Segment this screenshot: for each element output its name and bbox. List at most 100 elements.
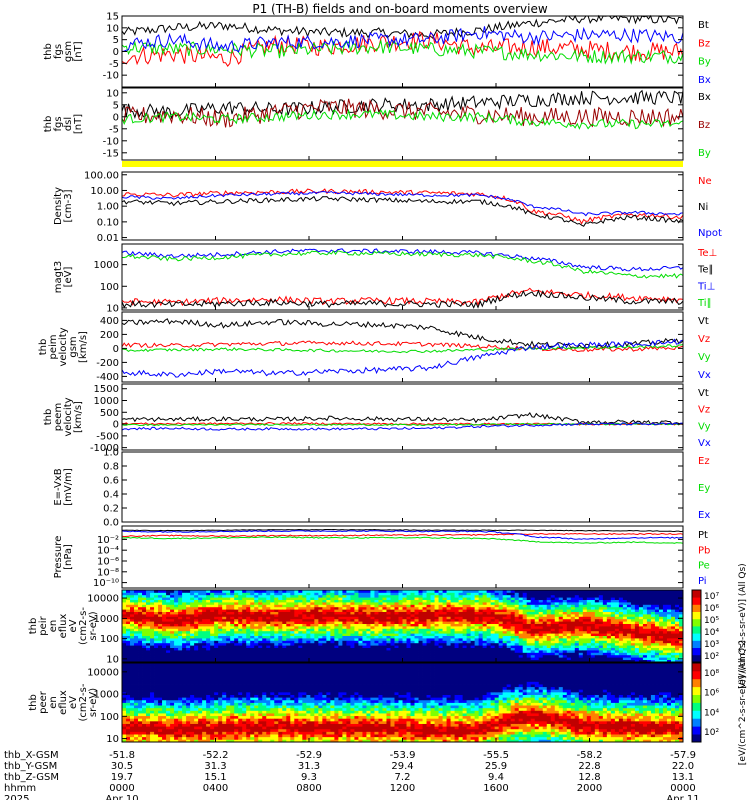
heatmap-cell bbox=[234, 614, 239, 617]
heatmap-cell bbox=[530, 657, 536, 660]
heatmap-cell bbox=[302, 604, 307, 608]
heatmap-cell bbox=[614, 640, 620, 644]
heatmap-cell bbox=[474, 609, 480, 612]
heatmap-cell bbox=[242, 626, 247, 629]
heatmap-cell bbox=[174, 592, 179, 596]
heatmap-cell bbox=[150, 659, 155, 663]
heatmap-cell bbox=[246, 645, 251, 648]
heatmap-cell bbox=[302, 618, 307, 622]
heatmap-cell bbox=[666, 604, 672, 608]
heatmap-cell bbox=[462, 638, 468, 641]
heatmap-cell bbox=[190, 599, 195, 603]
heatmap-cell bbox=[494, 657, 500, 660]
heatmap-cell bbox=[486, 594, 492, 598]
heatmap-cell bbox=[138, 702, 143, 706]
heatmap-cell bbox=[418, 623, 423, 627]
heatmap-cell bbox=[134, 728, 139, 732]
heatmap-cell bbox=[122, 702, 127, 706]
heatmap-cell bbox=[454, 638, 459, 641]
heatmap-cell bbox=[194, 592, 199, 596]
heatmap-cell bbox=[314, 647, 319, 651]
heatmap-cell bbox=[638, 604, 644, 608]
heatmap-cell bbox=[574, 618, 580, 622]
heatmap-cell bbox=[614, 621, 620, 624]
heatmap-cell bbox=[250, 618, 255, 622]
heatmap-cell bbox=[594, 657, 600, 660]
heatmap-cell bbox=[502, 647, 508, 651]
heatmap-cell bbox=[302, 602, 307, 605]
heatmap-cell bbox=[426, 659, 431, 663]
heatmap-cell bbox=[158, 670, 163, 674]
heatmap-cell bbox=[542, 654, 548, 658]
heatmap-cell bbox=[626, 594, 632, 598]
heatmap-cell bbox=[558, 590, 564, 593]
heatmap-cell bbox=[462, 616, 468, 620]
heatmap-cell bbox=[518, 633, 524, 636]
heatmap-cell bbox=[290, 609, 295, 612]
heatmap-cell bbox=[470, 635, 476, 639]
heatmap-cell bbox=[162, 659, 167, 663]
heatmap-cell bbox=[606, 642, 612, 646]
heatmap-cell bbox=[634, 645, 640, 648]
heatmap-cell bbox=[122, 599, 127, 603]
heatmap-cell bbox=[266, 614, 271, 617]
heatmap-cell bbox=[366, 657, 371, 660]
heatmap-cell bbox=[418, 599, 423, 603]
heatmap-cell bbox=[174, 616, 179, 620]
heatmap-cell bbox=[186, 650, 191, 653]
heatmap-cell bbox=[150, 707, 155, 711]
heatmap-cell bbox=[170, 635, 175, 639]
heatmap-cell bbox=[414, 621, 419, 624]
heatmap-cell bbox=[406, 623, 411, 627]
heatmap-cell bbox=[482, 645, 488, 648]
heatmap-cell bbox=[546, 592, 552, 596]
series-line-Npot bbox=[121, 190, 684, 217]
heatmap-cell bbox=[262, 590, 267, 593]
heatmap-cell bbox=[266, 604, 271, 608]
heatmap-cell bbox=[314, 650, 319, 653]
heatmap-cell bbox=[634, 611, 640, 615]
heatmap-cell bbox=[534, 599, 540, 603]
heatmap-cell bbox=[302, 626, 307, 629]
heatmap-cell bbox=[446, 633, 451, 636]
heatmap-cell bbox=[466, 616, 472, 620]
heatmap-cell bbox=[654, 623, 660, 627]
heatmap-cell bbox=[458, 659, 464, 663]
heatmap-cell bbox=[138, 705, 143, 709]
heatmap-cell bbox=[514, 642, 520, 646]
heatmap-cell bbox=[382, 650, 387, 653]
heatmap-cell bbox=[186, 633, 191, 636]
heatmap-cell bbox=[558, 594, 564, 598]
heatmap-cell bbox=[394, 642, 399, 646]
heatmap-cell bbox=[570, 645, 576, 648]
heatmap-cell bbox=[378, 633, 383, 636]
heatmap-cell bbox=[182, 650, 187, 653]
heatmap-cell bbox=[206, 611, 211, 615]
heatmap-cell bbox=[154, 694, 159, 698]
heatmap-cell bbox=[646, 642, 652, 646]
heatmap-cell bbox=[678, 611, 684, 615]
heatmap-cell bbox=[538, 659, 544, 663]
heatmap-cell bbox=[274, 599, 279, 603]
heatmap-cell bbox=[150, 626, 155, 629]
heatmap-cell bbox=[502, 616, 508, 620]
heatmap-cell bbox=[390, 657, 395, 660]
heatmap-cell bbox=[142, 705, 147, 709]
heatmap-cell bbox=[178, 657, 183, 660]
heatmap-cell bbox=[458, 647, 464, 651]
heatmap-cell bbox=[674, 638, 680, 641]
heatmap-cell bbox=[454, 599, 459, 603]
heatmap-cell bbox=[130, 628, 135, 632]
heatmap-cell bbox=[246, 628, 251, 632]
heatmap-cell bbox=[438, 640, 443, 644]
heatmap-cell bbox=[402, 621, 407, 624]
heatmap-cell bbox=[666, 657, 672, 660]
heatmap-cell bbox=[226, 623, 231, 627]
heatmap-cell bbox=[442, 650, 447, 653]
heatmap-cell bbox=[594, 642, 600, 646]
heatmap-cell bbox=[182, 594, 187, 598]
heatmap-cell bbox=[534, 609, 540, 612]
heatmap-cell bbox=[218, 647, 223, 651]
heatmap-cell bbox=[298, 657, 303, 660]
heatmap-cell bbox=[282, 654, 287, 658]
